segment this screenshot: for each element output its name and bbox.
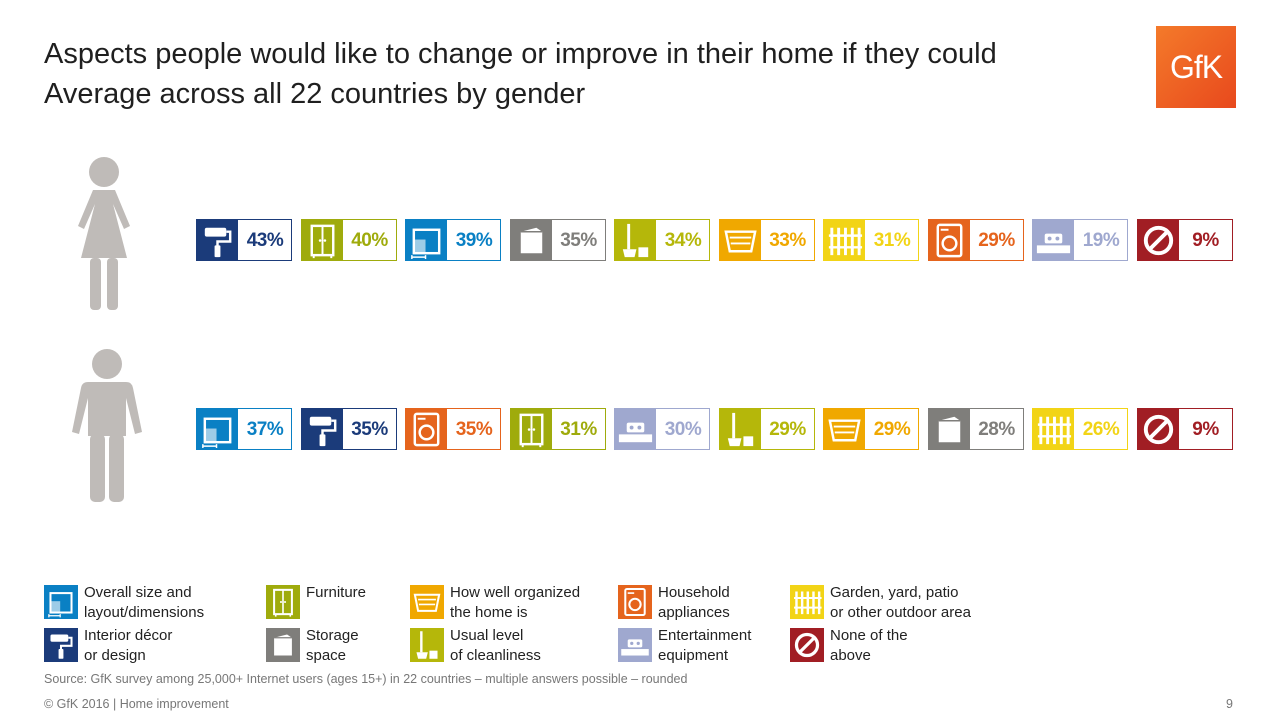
legend-label: Overall size and layout/dimensions xyxy=(84,584,205,621)
drawer-icon xyxy=(824,409,866,451)
storage-box-icon xyxy=(928,409,971,451)
wardrobe-icon xyxy=(510,409,553,451)
legend-label: Household appliances xyxy=(658,584,730,621)
fence-icon xyxy=(824,220,866,262)
legend-label: Storage space xyxy=(306,627,359,664)
gfk-logo: GfK xyxy=(1156,26,1236,108)
data-label: 29% xyxy=(769,419,806,440)
bar-tile-female-entertainment: 19% xyxy=(1032,219,1128,261)
data-label: 30% xyxy=(664,419,702,440)
bar-tile-male-none: 9% xyxy=(1136,408,1233,451)
bar-tile-male-cleanliness: 29% xyxy=(718,408,815,451)
data-label: 31% xyxy=(873,230,911,251)
prohibited-icon xyxy=(790,628,824,662)
data-label: 19% xyxy=(1082,230,1120,251)
broom-bucket-icon xyxy=(410,628,444,662)
prohibited-icon xyxy=(1137,220,1180,262)
broom-bucket-icon xyxy=(615,220,657,262)
washing-machine-icon xyxy=(406,409,448,451)
data-label: 35% xyxy=(455,419,493,440)
bar-tile-male-entertainment: 30% xyxy=(614,408,710,450)
page-number: 9 xyxy=(1226,697,1233,711)
paint-roller-icon xyxy=(44,628,78,662)
bar-tile-male-furniture: 31% xyxy=(509,408,606,451)
chart-title: Aspects people would like to change or i… xyxy=(44,34,997,114)
storage-box-icon xyxy=(266,628,300,662)
floorplan-icon xyxy=(197,409,239,451)
data-label: 34% xyxy=(664,230,702,251)
bar-tile-female-decor: 43% xyxy=(196,219,292,261)
bar-tile-male-decor: 35% xyxy=(300,408,397,451)
footer-copyright: © GfK 2016 | Home improvement xyxy=(44,697,229,711)
subtitle: Average across all 22 countries by gende… xyxy=(44,78,586,110)
drawer-icon xyxy=(410,585,444,619)
data-label: 26% xyxy=(1082,419,1120,440)
prohibited-icon xyxy=(1137,409,1180,451)
washing-machine-icon xyxy=(618,585,652,619)
data-label: 9% xyxy=(1192,419,1219,440)
storage-box-icon xyxy=(510,220,553,262)
wardrobe-icon xyxy=(301,220,344,262)
bar-tile-female-garden: 31% xyxy=(823,219,919,261)
bar-tile-female-storage: 35% xyxy=(509,219,606,262)
title-line-1: Aspects people would like to change or i… xyxy=(44,38,997,70)
tv-console-icon xyxy=(1033,220,1075,262)
bar-tile-female-appliances: 29% xyxy=(927,219,1024,262)
bar-tile-female-cleanliness: 34% xyxy=(614,219,710,261)
data-label: 9% xyxy=(1192,230,1219,251)
legend-label: Interior décor or design xyxy=(84,627,173,664)
bar-tile-female-none: 9% xyxy=(1136,219,1233,262)
legend-label: Usual level of cleanliness xyxy=(450,627,541,664)
floorplan-icon xyxy=(44,585,78,619)
bar-tile-male-organized: 29% xyxy=(823,408,919,450)
tv-console-icon xyxy=(618,628,652,662)
legend-label: Garden, yard, patio or other outdoor area xyxy=(830,584,971,621)
female-figure-icon xyxy=(78,157,130,310)
data-label: 37% xyxy=(246,419,284,440)
data-label: 35% xyxy=(351,419,388,440)
tv-console-icon xyxy=(615,409,657,451)
legend-label: Furniture xyxy=(306,584,367,601)
data-label: 40% xyxy=(351,230,388,251)
data-label: 35% xyxy=(560,230,597,251)
broom-bucket-icon xyxy=(719,409,762,451)
bar-tile-female-furniture: 40% xyxy=(300,219,397,262)
male-figure-icon xyxy=(72,349,142,502)
fence-icon xyxy=(1033,409,1075,451)
bar-tile-male-appliances: 35% xyxy=(405,408,501,450)
bar-tile-male-storage: 28% xyxy=(927,408,1024,451)
data-label: 33% xyxy=(769,230,806,251)
bar-tile-male-size: 37% xyxy=(196,408,292,450)
data-label: 28% xyxy=(978,419,1015,440)
washing-machine-icon xyxy=(928,220,971,262)
bar-tile-female-size: 39% xyxy=(405,219,501,261)
source-note: Source: GfK survey among 25,000+ Interne… xyxy=(44,672,688,686)
legend-label: Entertainment equipment xyxy=(658,627,752,664)
data-label: 29% xyxy=(873,419,911,440)
legend-label: How well organized the home is xyxy=(450,584,581,621)
drawer-icon xyxy=(719,220,762,262)
data-label: 43% xyxy=(246,230,284,251)
floorplan-icon xyxy=(406,220,448,262)
data-label: 39% xyxy=(455,230,493,251)
data-label: 31% xyxy=(560,419,597,440)
data-label: 29% xyxy=(978,230,1015,251)
paint-roller-icon xyxy=(301,409,344,451)
bar-tile-male-garden: 26% xyxy=(1032,408,1128,450)
fence-icon xyxy=(790,585,824,619)
legend-label: None of the above xyxy=(830,627,908,664)
paint-roller-icon xyxy=(197,220,239,262)
wardrobe-icon xyxy=(266,585,300,619)
bar-tile-female-organized: 33% xyxy=(718,219,815,262)
